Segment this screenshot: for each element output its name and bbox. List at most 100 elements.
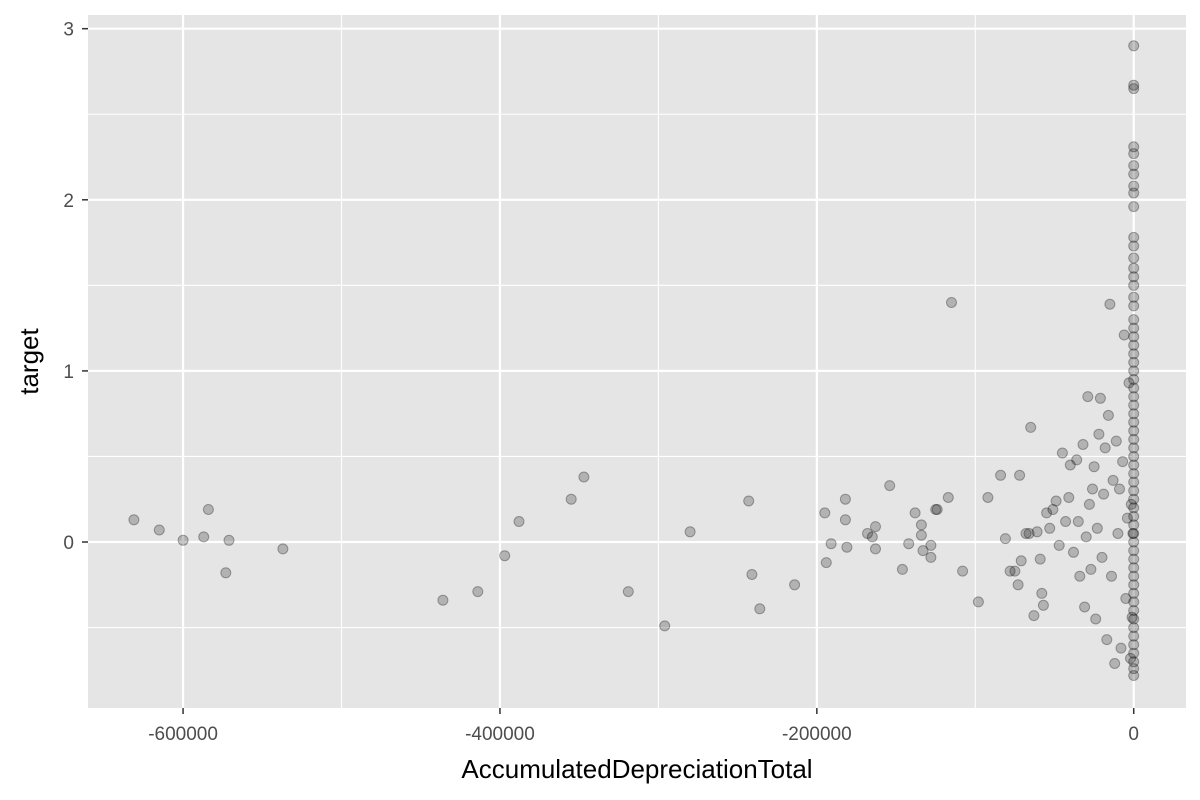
scatter-point bbox=[1044, 522, 1056, 534]
scatter-point bbox=[1128, 536, 1140, 548]
scatter-point bbox=[1128, 314, 1140, 326]
scatter-point bbox=[862, 528, 873, 539]
scatter-point bbox=[1114, 483, 1125, 495]
scatter-point bbox=[1071, 454, 1083, 466]
scatter-point bbox=[1047, 504, 1059, 515]
scatter-point bbox=[1128, 322, 1140, 334]
scatter-point bbox=[1037, 599, 1049, 611]
scatter-point bbox=[1128, 433, 1140, 445]
scatter-point bbox=[1128, 187, 1140, 199]
scatter-point bbox=[1128, 240, 1140, 252]
scatter-point bbox=[957, 565, 969, 577]
scatter-point bbox=[1125, 498, 1137, 510]
scatter-point bbox=[884, 480, 896, 492]
scatter-point bbox=[1015, 555, 1027, 567]
y-tick-label: 0 bbox=[63, 533, 74, 554]
scatter-point bbox=[1014, 469, 1026, 481]
scatter-point bbox=[1034, 553, 1046, 565]
scatter-point bbox=[1082, 391, 1094, 403]
scatter-point bbox=[1031, 526, 1043, 538]
scatter-point bbox=[982, 492, 994, 503]
scatter-point bbox=[1074, 570, 1086, 582]
scatter-point bbox=[1128, 201, 1140, 213]
scatter-point bbox=[1063, 492, 1075, 503]
scatter-point bbox=[1128, 451, 1140, 462]
scatter-point bbox=[1128, 630, 1140, 642]
scatter-point bbox=[1128, 528, 1140, 539]
scatter-point bbox=[1050, 495, 1062, 507]
scatter-point bbox=[1128, 493, 1140, 505]
y-tick-label: 3 bbox=[63, 20, 74, 41]
scatter-point bbox=[1128, 519, 1140, 531]
scatter-point bbox=[223, 534, 235, 546]
scatter-point bbox=[746, 569, 758, 580]
scatter-point bbox=[1128, 40, 1140, 52]
scatter-point bbox=[1128, 647, 1140, 659]
scatter-point bbox=[1128, 291, 1140, 303]
scatter-point bbox=[1117, 456, 1129, 468]
x-tick-label: -400000 bbox=[465, 724, 535, 745]
scatter-point bbox=[1128, 663, 1140, 675]
scatter-point bbox=[819, 507, 831, 519]
scatter-point bbox=[1101, 634, 1113, 646]
scatter-point bbox=[931, 504, 943, 515]
scatter-point bbox=[1128, 331, 1140, 343]
scatter-point bbox=[1128, 339, 1140, 351]
scatter-point bbox=[1079, 601, 1091, 613]
scatter-point bbox=[1128, 300, 1140, 312]
scatter-point bbox=[1102, 409, 1114, 421]
scatter-point bbox=[1128, 148, 1140, 160]
scatter-point bbox=[1123, 377, 1135, 389]
scatter-point bbox=[177, 534, 189, 546]
scatter-point bbox=[1128, 231, 1140, 243]
scatter-point bbox=[1109, 658, 1121, 669]
scatter-point bbox=[202, 504, 214, 515]
scatter-point bbox=[942, 492, 954, 503]
scatter-point bbox=[1104, 298, 1116, 310]
scatter-point bbox=[1080, 531, 1092, 543]
scatter-point bbox=[1128, 579, 1140, 591]
scatter-point bbox=[1020, 528, 1032, 539]
scatter-point bbox=[1128, 485, 1140, 497]
scatter-point bbox=[1128, 374, 1140, 385]
scatter-point bbox=[1128, 476, 1140, 488]
scatter-point bbox=[972, 596, 984, 608]
scatter-point bbox=[1128, 79, 1140, 91]
scatter-point bbox=[1091, 522, 1103, 534]
scatter-point bbox=[1023, 528, 1035, 539]
scatter-point bbox=[1036, 587, 1048, 599]
scatter-point bbox=[622, 586, 634, 598]
scatter-point bbox=[1128, 425, 1140, 437]
scatter-point bbox=[820, 557, 832, 569]
scatter-point bbox=[1128, 587, 1140, 599]
scatter-point bbox=[1112, 528, 1124, 539]
x-tick-label: 0 bbox=[1128, 724, 1139, 745]
scatter-point bbox=[565, 493, 577, 505]
scatter-point bbox=[743, 495, 755, 507]
scatter-point bbox=[1064, 459, 1076, 471]
scatter-point bbox=[1128, 468, 1140, 480]
scatter-point bbox=[870, 543, 881, 555]
scatter-point bbox=[1128, 442, 1140, 454]
scatter-point bbox=[1128, 382, 1140, 394]
scatter-point bbox=[925, 551, 937, 563]
scatter-point bbox=[1128, 596, 1140, 608]
scatter-point bbox=[1128, 83, 1140, 95]
scatter-point bbox=[513, 516, 525, 527]
scatter-point bbox=[1128, 168, 1140, 180]
scatter-point bbox=[1093, 428, 1105, 440]
scatter-point bbox=[128, 514, 140, 526]
scatter-point bbox=[896, 563, 908, 575]
scatter-point bbox=[930, 504, 942, 515]
scatter-point bbox=[825, 538, 837, 550]
scatter-point bbox=[578, 471, 590, 483]
major-gridlines bbox=[88, 15, 1186, 708]
scatter-point bbox=[1120, 593, 1132, 604]
scatter-point bbox=[1128, 160, 1140, 172]
scatter-point bbox=[1128, 180, 1140, 192]
scatter-point bbox=[999, 533, 1011, 545]
scatter-point bbox=[1128, 570, 1140, 582]
scatter-point bbox=[1128, 365, 1140, 377]
scatter-point bbox=[1128, 656, 1140, 668]
